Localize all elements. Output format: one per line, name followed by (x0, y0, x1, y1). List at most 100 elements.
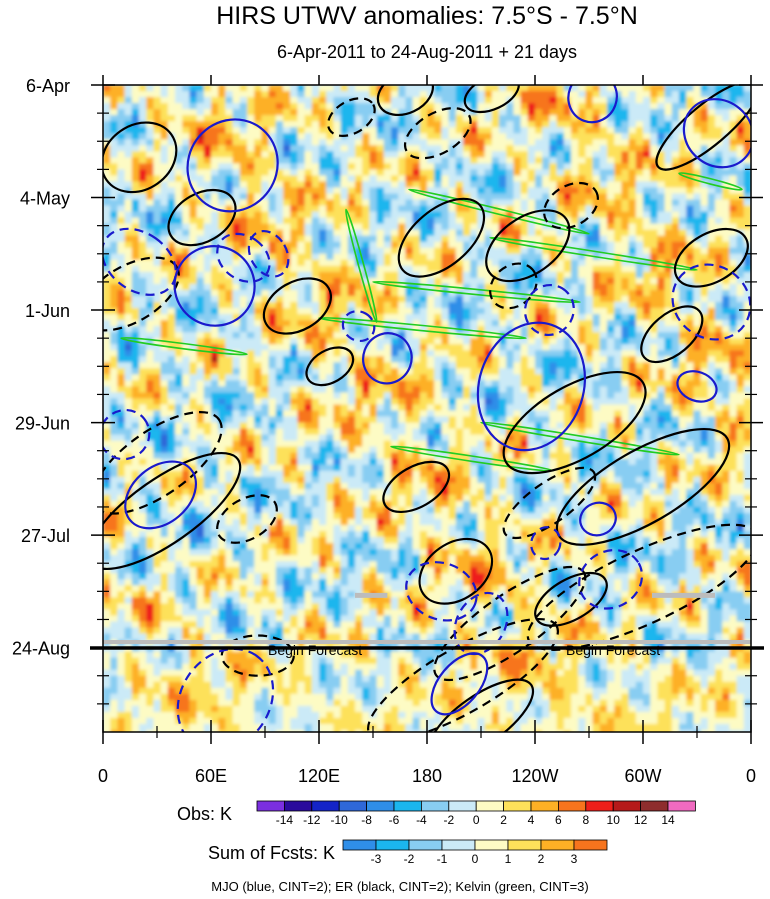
colorbar-swatch (503, 800, 532, 812)
mjo-contour (176, 647, 275, 732)
colorbar-swatch (366, 800, 395, 812)
er-contour (367, 617, 559, 732)
kelvin-contour (372, 280, 581, 304)
kelvin-contour (318, 316, 527, 340)
colorbar-swatch (338, 800, 368, 812)
colorbar-label: -12 (303, 813, 321, 827)
colorbar-swatch (475, 800, 505, 812)
colorbar-label: -2 (404, 852, 415, 866)
y-tick-label: 24-Aug (12, 639, 70, 659)
colorbar-swatch (448, 800, 477, 812)
er-contour (382, 460, 451, 514)
colorbar-swatch (408, 839, 443, 851)
x-tick-label: 60W (624, 766, 661, 786)
colorbar-label: 10 (607, 813, 621, 827)
colorbar-swatch (558, 800, 587, 812)
colorbar-label: -4 (416, 813, 427, 827)
er-contour (543, 181, 599, 230)
mjo-contour (578, 548, 644, 610)
y-tick-label: 27-Jul (21, 526, 70, 546)
x-tick-label: 60E (195, 766, 227, 786)
er-contour (655, 85, 751, 171)
er-contour (305, 346, 355, 387)
colorbar-swatch (667, 800, 696, 812)
colorbar-swatch (311, 800, 340, 812)
colorbar-swatch (375, 839, 410, 851)
colorbar-label: -3 (371, 852, 382, 866)
colorbar-swatch (585, 800, 614, 812)
mjo-contour (567, 85, 618, 124)
mjo-contours (103, 85, 751, 732)
axes: 6-Apr 4-May 1-Jun 29-Jun 27-Jul 24-Aug 0 60E 120… (12, 75, 763, 786)
mjo-contour (530, 526, 562, 561)
colorbar-label: 8 (582, 813, 589, 827)
mjo-contour (453, 591, 509, 656)
er-contour (103, 451, 242, 571)
colorbar-label: -2 (443, 813, 454, 827)
er-contour (433, 565, 587, 682)
colorbar-swatch (441, 839, 476, 851)
mjo-contour (430, 652, 489, 716)
y-tick-label: 1-Jun (25, 301, 70, 321)
obs-colorbar: Obs: K -14 -12 -10 -8 -6 -4 -2 0 2 4 6 8 10 12 14 (177, 800, 696, 827)
mjo-contour (216, 232, 271, 283)
er-contour (640, 305, 704, 364)
colorbar-label: 2 (500, 813, 507, 827)
colorbar-label: -14 (276, 813, 294, 827)
er-contour (463, 85, 520, 114)
mjo-contour (579, 501, 617, 537)
colorbar-label: 12 (634, 813, 648, 827)
plot-area (103, 85, 751, 732)
chart-title: HIRS UTWV anomalies: 7.5°S - 7.5°N (216, 2, 638, 30)
er-contour (327, 97, 376, 137)
colorbar-swatch (474, 839, 509, 851)
mjo-contour (247, 229, 290, 278)
er-contour (103, 256, 180, 332)
y-tick-label: 6-Apr (26, 76, 70, 96)
mjo-contour (523, 283, 575, 337)
colorbar-swatch (573, 839, 608, 851)
colorbar-label: 2 (538, 852, 545, 866)
er-contour (418, 537, 494, 605)
er-contour (220, 634, 295, 677)
colorbar-label: 3 (571, 852, 578, 866)
mjo-contour (682, 98, 751, 169)
er-contour (403, 107, 472, 160)
colorbar-swatch (420, 800, 450, 812)
colorbar-label: 1 (505, 852, 512, 866)
y-tick-label: 4-May (20, 189, 70, 209)
er-contour (673, 227, 749, 288)
mjo-contour (671, 263, 751, 341)
contour-legend: MJO (blue, CINT=2); ER (black, CINT=2); … (211, 879, 588, 894)
colorbar-swatch (640, 800, 669, 812)
colorbar-swatch (283, 800, 313, 812)
er-contour (397, 197, 486, 278)
mjo-contour (124, 460, 198, 530)
colorbar-swatch (256, 800, 285, 812)
colorbar-swatch (612, 800, 642, 812)
fcst-colorbar: Sum of Fcsts: K -3 -2 -1 0 1 2 3 (208, 839, 608, 866)
colorbar-swatch (540, 839, 575, 851)
y-tick-label: 29-Jun (15, 414, 70, 434)
heatmap-cells (103, 85, 751, 732)
er-contour (216, 494, 278, 544)
colorbar-label: -10 (331, 813, 349, 827)
x-tick-label: 120E (298, 766, 340, 786)
kelvin-contour (489, 236, 698, 271)
colorbar-label: -1 (437, 852, 448, 866)
colorbar-swatch (530, 800, 559, 812)
mjo-contour (476, 321, 587, 452)
colorbar-label: 0 (472, 852, 479, 866)
begin-forecast-label-right: Begin Forecast (566, 642, 660, 658)
mjo-contour (362, 332, 413, 385)
colorbar-label: 0 (473, 813, 480, 827)
mjo-contour (341, 310, 376, 343)
colorbar-label: -6 (389, 813, 400, 827)
mjo-contour (405, 561, 478, 622)
kelvin-contour (678, 172, 743, 191)
fcst-colorbar-title: Sum of Fcsts: K (208, 843, 335, 863)
kelvin-contour (480, 421, 680, 456)
er-contour (502, 466, 597, 540)
colorbar-label: 6 (555, 813, 562, 827)
